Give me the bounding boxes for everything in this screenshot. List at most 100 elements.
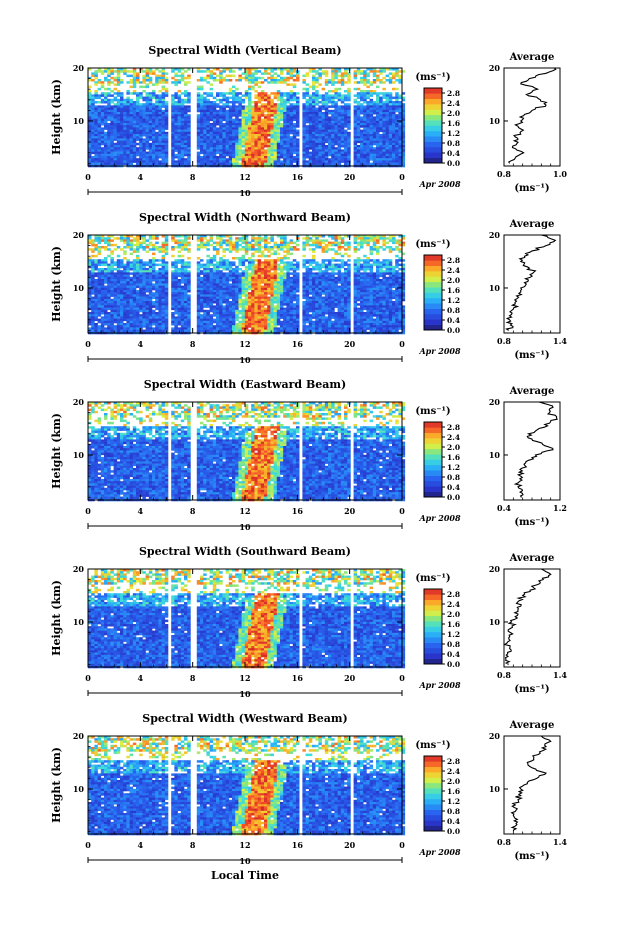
- heat-cell: [280, 68, 284, 71]
- heat-cell: [184, 151, 188, 155]
- heat-cell: [174, 140, 178, 144]
- heat-cell: [251, 162, 255, 166]
- heat-cell: [372, 74, 377, 78]
- heat-cell: [308, 140, 313, 144]
- heat-cell: [289, 246, 294, 249]
- heat-cell: [241, 136, 246, 139]
- heat-cell: [376, 259, 380, 262]
- heat-cell: [222, 125, 226, 128]
- heat-cell: [148, 129, 153, 133]
- heat-cell: [257, 142, 262, 146]
- heat-cell: [212, 140, 217, 144]
- heat-cell: [196, 98, 201, 102]
- heat-cell: [161, 120, 166, 124]
- heat-cell: [126, 112, 130, 115]
- heat-cell: [180, 98, 185, 102]
- heat-cell: [344, 125, 348, 128]
- heat-cell: [228, 147, 233, 150]
- heat-cell: [107, 142, 111, 146]
- heat-cell: [347, 76, 351, 80]
- heat-cell: [379, 270, 383, 273]
- heat-cell: [312, 151, 316, 155]
- heat-cell: [120, 92, 124, 95]
- heat-cell: [171, 151, 175, 155]
- heat-cell: [171, 105, 175, 108]
- heat-cell: [132, 92, 137, 95]
- heat-cell: [235, 114, 239, 117]
- colorbar-tick-label: 2.8: [447, 89, 460, 98]
- heat-cell: [235, 112, 239, 115]
- heat-cell: [353, 153, 358, 157]
- heat-cell: [251, 114, 255, 117]
- heat-cell: [356, 265, 361, 269]
- heat-cell: [379, 112, 383, 115]
- heat-cell: [280, 125, 284, 128]
- heat-cell: [184, 94, 188, 97]
- heat-cell: [164, 270, 169, 273]
- heat-cell: [155, 109, 159, 113]
- heat-cell: [286, 118, 290, 122]
- heat-cell: [257, 129, 262, 133]
- heat-cell: [174, 112, 178, 115]
- heat-cell: [289, 70, 294, 73]
- heat-cell: [203, 76, 207, 80]
- heat-cell: [184, 142, 188, 146]
- heat-cell: [225, 118, 230, 122]
- heat-cell: [318, 129, 322, 133]
- heat-cell: [379, 261, 383, 264]
- heat-cell: [203, 145, 207, 148]
- heat-cell: [148, 107, 153, 111]
- heat-cell: [203, 246, 207, 249]
- heat-cell: [283, 105, 287, 108]
- heat-cell: [152, 96, 156, 100]
- heat-cell: [161, 156, 166, 159]
- heat-cell: [254, 70, 258, 73]
- heat-cell: [142, 127, 146, 130]
- heat-cell: [267, 134, 271, 137]
- heat-cell: [235, 149, 239, 152]
- heat-cell: [136, 120, 140, 124]
- heat-cell: [296, 134, 300, 137]
- heat-cell: [280, 72, 284, 75]
- heat-cell: [270, 70, 274, 73]
- heat-cell: [94, 107, 98, 111]
- heat-cell: [132, 68, 137, 71]
- heat-cell: [241, 140, 246, 144]
- heat-cell: [302, 79, 306, 82]
- heat-cell: [216, 263, 220, 267]
- heat-cell: [196, 140, 201, 144]
- heat-cell: [123, 239, 127, 242]
- heat-cell: [152, 127, 156, 130]
- heat-cell: [126, 149, 130, 152]
- heat-cell: [225, 96, 230, 100]
- heat-cell: [395, 118, 399, 122]
- heat-cell: [328, 274, 332, 278]
- heat-cell: [113, 83, 118, 86]
- heat-cell: [123, 109, 127, 113]
- heat-cell: [248, 276, 252, 280]
- heat-cell: [257, 156, 262, 159]
- heat-cell: [344, 151, 348, 155]
- heat-cell: [328, 279, 332, 282]
- heat-cell: [174, 83, 178, 86]
- heat-cell: [132, 103, 137, 106]
- heat-cell: [116, 270, 121, 273]
- heat-cell: [171, 70, 175, 73]
- heat-cell: [107, 272, 111, 275]
- heat-cell: [340, 145, 345, 148]
- heat-cell: [155, 259, 159, 262]
- heat-cell: [376, 145, 380, 148]
- heat-cell: [379, 96, 383, 100]
- heat-cell: [366, 140, 370, 144]
- heat-cell: [222, 279, 226, 282]
- heat-cell: [353, 105, 358, 108]
- heat-cell: [264, 105, 268, 108]
- heat-cell: [254, 90, 258, 93]
- heat-cell: [385, 153, 390, 157]
- heat-cell: [107, 103, 111, 106]
- heat-cell: [334, 276, 338, 280]
- heat-cell: [248, 123, 252, 126]
- heat-cell: [145, 162, 150, 166]
- heat-cell: [158, 79, 162, 82]
- heat-cell: [228, 272, 233, 275]
